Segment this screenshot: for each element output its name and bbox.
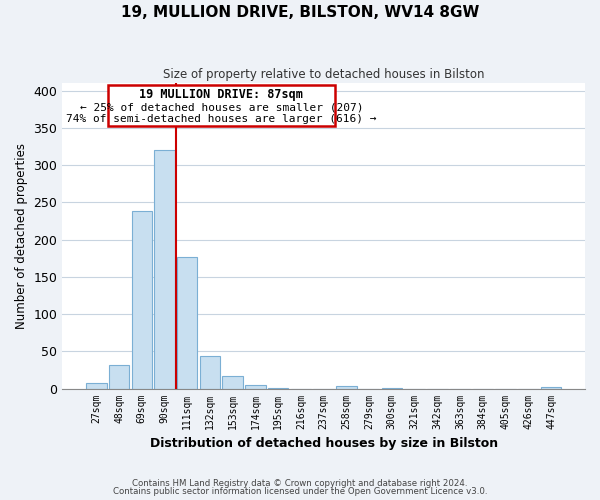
Bar: [541, 387, 561, 388]
Bar: [177, 258, 197, 388]
Y-axis label: Number of detached properties: Number of detached properties: [15, 143, 28, 329]
Text: Contains public sector information licensed under the Open Government Licence v3: Contains public sector information licen…: [113, 487, 487, 496]
Bar: [154, 150, 175, 388]
Bar: [200, 356, 220, 388]
FancyBboxPatch shape: [107, 84, 335, 126]
Text: 74% of semi-detached houses are larger (616) →: 74% of semi-detached houses are larger (…: [66, 114, 377, 124]
Text: Contains HM Land Registry data © Crown copyright and database right 2024.: Contains HM Land Registry data © Crown c…: [132, 478, 468, 488]
Bar: [245, 385, 266, 388]
Text: ← 25% of detached houses are smaller (207): ← 25% of detached houses are smaller (20…: [80, 102, 363, 112]
X-axis label: Distribution of detached houses by size in Bilston: Distribution of detached houses by size …: [149, 437, 498, 450]
Bar: [131, 211, 152, 388]
Bar: [336, 386, 356, 388]
Text: 19 MULLION DRIVE: 87sqm: 19 MULLION DRIVE: 87sqm: [139, 88, 303, 102]
Bar: [86, 382, 107, 388]
Title: Size of property relative to detached houses in Bilston: Size of property relative to detached ho…: [163, 68, 484, 80]
Bar: [223, 376, 243, 388]
Text: 19, MULLION DRIVE, BILSTON, WV14 8GW: 19, MULLION DRIVE, BILSTON, WV14 8GW: [121, 5, 479, 20]
Bar: [109, 364, 129, 388]
